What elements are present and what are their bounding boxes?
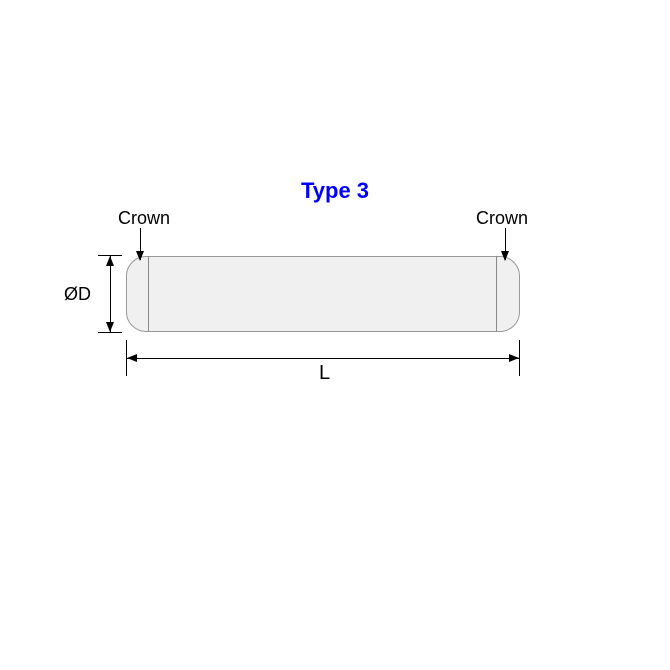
length-label: L bbox=[317, 362, 332, 385]
pin-body bbox=[126, 256, 520, 332]
length-arrow-left bbox=[127, 354, 137, 362]
diameter-arrow-top bbox=[106, 256, 114, 266]
pin-crown-divider-left bbox=[148, 256, 149, 332]
crown-label-left: Crown bbox=[118, 208, 170, 229]
length-arrow-right bbox=[509, 354, 519, 362]
diameter-dimension-line bbox=[110, 256, 111, 332]
diagram-title: Type 3 bbox=[0, 178, 670, 204]
pin-crown-divider-right bbox=[496, 256, 497, 332]
crown-arrow-right bbox=[505, 228, 506, 260]
diameter-label: ØD bbox=[64, 284, 91, 305]
length-dimension-line bbox=[127, 358, 519, 359]
diameter-arrow-bottom bbox=[106, 322, 114, 332]
diameter-tick-bottom bbox=[98, 332, 122, 333]
length-tick-right bbox=[519, 340, 520, 376]
crown-arrow-left bbox=[140, 228, 141, 260]
crown-label-right: Crown bbox=[476, 208, 528, 229]
